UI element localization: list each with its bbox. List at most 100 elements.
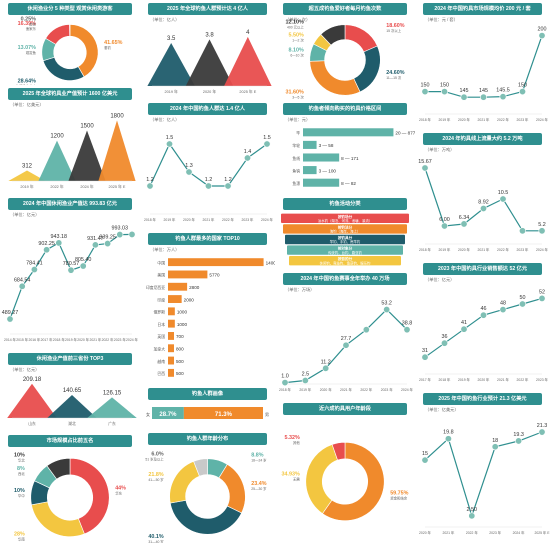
data-point (515, 437, 523, 445)
chart-title: 2024 年中国休闲渔业产值达 993.83 亿元 (8, 198, 132, 210)
data-point (403, 326, 411, 334)
chart-title: 2025 年全球钓具业产值预计 1600 亿美元 (8, 88, 132, 100)
chart-title: 钓鱼人群画像 (148, 388, 267, 400)
data-label: 71.3% (215, 412, 233, 418)
bar (98, 120, 136, 181)
row-label: 按钓具分 (338, 235, 353, 240)
tick-label: 2024 年 (513, 530, 525, 535)
chart-svg: 209.18 山东 140.65 湖北 126.15 广东 (7, 377, 137, 426)
data-label: 6.0% (151, 451, 163, 457)
data-point (362, 326, 370, 334)
data-point (244, 154, 252, 162)
data-label: 20 — 877 (395, 131, 415, 136)
slice-name: 11—15 次 (386, 75, 402, 80)
bar (168, 356, 174, 365)
slice-name: 3—5 次 (292, 95, 304, 100)
bar (147, 43, 195, 86)
data-label: 126.15 (103, 390, 122, 396)
tick-label: 2021 年 (89, 337, 101, 342)
bar (185, 39, 234, 86)
data-label: 10% (14, 452, 25, 458)
data-label: 209.18 (23, 377, 42, 383)
data-label: 5.50% (288, 32, 303, 38)
tick-label: 2024 年 (261, 217, 273, 222)
tick-label: 2022 年 (517, 377, 529, 382)
data-label: 18 (492, 438, 498, 444)
data-label: 19.8 (443, 430, 454, 436)
tick-label: 2024 年 (536, 247, 548, 252)
data-label: 12.10% (285, 20, 303, 26)
tick-label: 2020 年 (419, 530, 431, 535)
tick-label: 2018 年 (419, 247, 431, 252)
slice-name: 西北 (18, 471, 25, 476)
tick-label: 2019 年 (439, 247, 451, 252)
slice-name: 其他 (29, 21, 36, 26)
data-label: 700 (176, 334, 184, 339)
data-label: 23.4% (251, 481, 266, 487)
tick-label: 2018 年 (279, 387, 291, 392)
data-label: 48 (500, 301, 506, 307)
data-point (480, 93, 488, 101)
data-point (421, 456, 429, 464)
chart-svg: 59.75%资金和结余 34.93%无需 5.32%其他 (282, 435, 409, 521)
bar (303, 178, 340, 187)
tick-label: 鱼线 (292, 156, 300, 161)
row-text: 海钓（海岸、海上） (330, 229, 361, 234)
tick-label: 湖北 (68, 421, 76, 426)
chart-title: 钓鱼人群年龄分布 (148, 433, 267, 445)
bar (8, 170, 46, 181)
data-point (440, 222, 448, 230)
chart-title: 2024 年中国钓具市场规模均价 200 元 / 套 (423, 3, 542, 15)
data-label: 1.2 (146, 177, 154, 183)
data-point (91, 241, 99, 249)
bar (303, 140, 317, 149)
data-label: 46 (481, 306, 487, 312)
data-point (185, 168, 193, 176)
tick-label: 印度 (157, 297, 165, 302)
tick-label: 2023 年 (114, 337, 126, 342)
tick-label: 2024 年 (536, 117, 548, 122)
chart-panel-p1: 休闲渔业分 5 种类型 观赏休闲类游客 41.65%垂钓 28.64%休闲渔业节庆 1… (0, 0, 140, 85)
chart-panel-p7: 钓鱼者倾向购买的钓具价格区间 （单位：元） 竿 20 — 877 竿轮 3 — 58 鱼线 8… (275, 100, 415, 195)
chart-panel-p17: 近六成钓具用户年龄段 59.75% 资金和结余 34.93% 无需 5.32% 其他 (275, 400, 415, 543)
chart-panel-p13: 休闲渔业产值前三省份 TOP3 （单位：亿元） 209.18 山东 140.65 湖北 12… (0, 350, 140, 432)
pie-slice (320, 24, 346, 46)
chart-svg: 15.67 2018 年 6.00 2019 年 6.34 2020 年 8.92 2021 … (418, 159, 548, 252)
tick-label: 2015 年 (16, 337, 28, 342)
tick-label: 2019 年 (164, 217, 176, 222)
data-point (79, 262, 87, 270)
tick-label: 2020 年 (77, 337, 89, 342)
tick-label: 2021 年 (442, 530, 454, 535)
data-label: 31.60% (285, 90, 303, 96)
data-label: 15.67 (418, 159, 432, 165)
tick-label: 2020 年 (183, 217, 195, 222)
data-label: 500 (176, 359, 184, 364)
bar (303, 153, 340, 162)
row-label: 按钓场分 (338, 214, 353, 219)
series-line (424, 431, 543, 518)
pie-slice (69, 457, 110, 535)
chart-panel-p19: 市场规模占比前五名 44% 华东 28% 华南 10% 华中 8% 西北 10% 华北 (0, 432, 140, 543)
tick-label: 竿轮 (292, 143, 300, 148)
data-point (440, 88, 448, 96)
tick-label: 竿 (296, 131, 300, 136)
data-label: 50 (520, 295, 526, 301)
data-label: 5.2 (538, 222, 546, 228)
chart-panel-p2: 2025 年全球钓鱼人群预计达 4 亿人 （单位：亿人） 3.5 2019 年 3.8 2… (140, 0, 275, 100)
bar (303, 166, 317, 175)
data-label: 931.47 (87, 236, 104, 242)
chart-panel-p12: 2023 年中国钓具行业销售额达 52 亿元 （单位：亿元） 31 2017 年 36 2… (415, 260, 550, 390)
tick-label: 2022 年 (222, 217, 234, 222)
chart-unit: （单位：万场） (285, 287, 315, 292)
chart-title: 2024 年中国钓鱼人群达 1.4 亿人 (148, 103, 267, 115)
tick-label: 2018 年 (439, 377, 451, 382)
data-label: 993.03 (112, 226, 129, 232)
pie-slice (193, 458, 208, 477)
data-label: 8% (17, 466, 25, 472)
chart-unit: （单位：亿人） (150, 117, 180, 122)
chart-unit: （单位：亿美元） (425, 407, 459, 412)
tick-label: 2024 年 (401, 387, 413, 392)
slice-name: 1—2 次 (292, 37, 304, 42)
